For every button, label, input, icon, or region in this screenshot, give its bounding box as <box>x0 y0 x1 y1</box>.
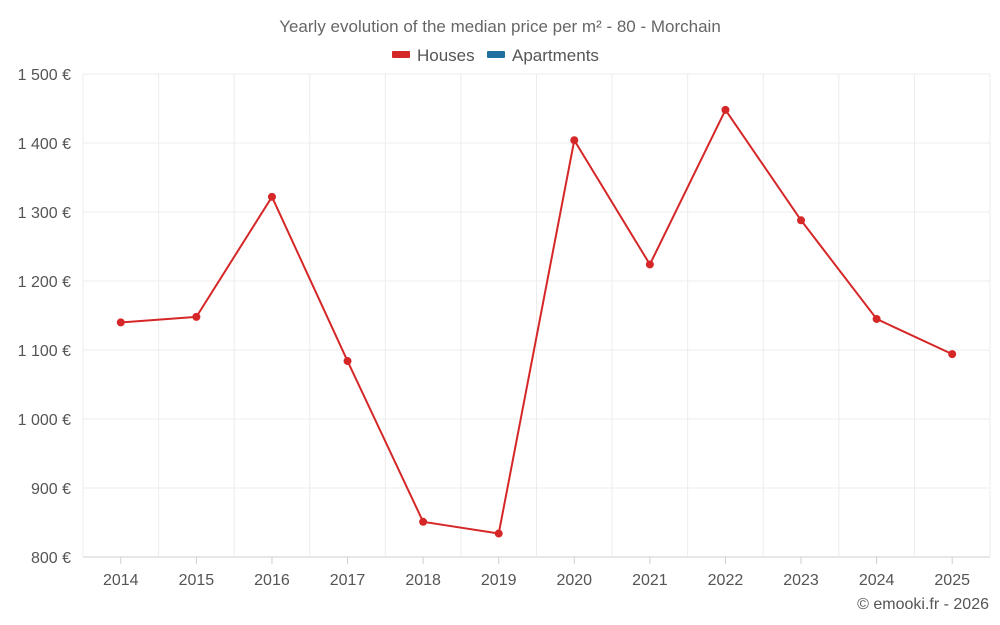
y-tick-label: 1 100 € <box>18 343 71 360</box>
data-point-houses-2022[interactable] <box>721 105 730 114</box>
y-tick-label: 1 400 € <box>18 136 71 153</box>
x-tick-label: 2024 <box>859 572 895 589</box>
data-point-houses-2023[interactable] <box>797 216 806 225</box>
legend-swatch-houses <box>392 51 410 58</box>
x-tick-label: 2016 <box>254 572 290 589</box>
series-line-houses <box>120 108 953 535</box>
x-tick-label: 2014 <box>103 572 139 589</box>
data-point-houses-2025[interactable] <box>948 350 957 359</box>
data-point-houses-2020[interactable] <box>570 136 579 145</box>
data-point-houses-2021[interactable] <box>645 260 654 269</box>
x-tick-label: 2022 <box>708 572 744 589</box>
x-tick-label: 2020 <box>556 572 592 589</box>
legend-label-apartments: Apartments <box>512 46 599 65</box>
x-tick-label: 2021 <box>632 572 668 589</box>
data-point-houses-2024[interactable] <box>872 314 881 323</box>
y-tick-label: 1 500 € <box>18 67 71 84</box>
y-tick-label: 1 000 € <box>18 412 71 429</box>
legend-swatch-apartments <box>487 51 505 58</box>
series-layer <box>116 105 957 538</box>
x-tick-label: 2018 <box>405 572 441 589</box>
data-point-houses-2017[interactable] <box>343 357 352 366</box>
y-tick-label: 1 300 € <box>18 205 71 222</box>
legend: Houses Apartments <box>392 46 599 65</box>
x-tick-label: 2025 <box>934 572 970 589</box>
data-point-houses-2015[interactable] <box>192 312 201 321</box>
data-point-houses-2016[interactable] <box>267 192 276 201</box>
x-tick-label: 2019 <box>481 572 517 589</box>
y-tick-label: 900 € <box>31 481 71 498</box>
x-tick-label: 2015 <box>179 572 215 589</box>
legend-item-houses[interactable]: Houses <box>392 46 475 65</box>
y-tick-label: 1 200 € <box>18 274 71 291</box>
data-point-houses-2018[interactable] <box>419 517 428 526</box>
x-tick-label: 2023 <box>783 572 819 589</box>
grid <box>82 73 991 558</box>
axes: 800 € 900 € 1 000 € 1 100 € 1 200 € 1 300 € 1 … <box>18 67 970 589</box>
credit-text: © emooki.fr - 2026 <box>857 596 989 613</box>
y-tick-label: 800 € <box>31 550 71 567</box>
x-tick-label: 2017 <box>330 572 366 589</box>
legend-label-houses: Houses <box>417 46 475 65</box>
chart-title: Yearly evolution of the median price per… <box>279 17 721 36</box>
legend-item-apartments[interactable]: Apartments <box>487 46 599 65</box>
data-point-houses-2019[interactable] <box>494 529 503 538</box>
data-point-houses-2014[interactable] <box>116 318 125 327</box>
